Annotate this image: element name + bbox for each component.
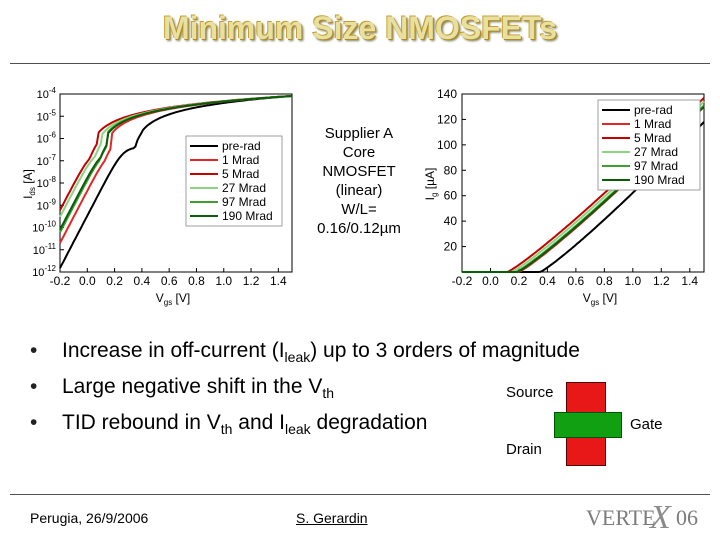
bullet-list: • Increase in off-current (Ileak) up to 3… — [30, 336, 580, 445]
x-tick-label: 1.0 — [624, 274, 641, 288]
x-tick-label: 1.4 — [681, 274, 698, 288]
source-label: Source — [506, 384, 554, 401]
log-current-chart: -0.2 0.0 0.2 0.4 0.6 0.8 1.0 1.2 1.4 10-4 10-5 10-6… — [22, 86, 293, 307]
y-axis-label-text: Ids [A] — [22, 169, 37, 199]
y-tick-label: 100 — [437, 138, 457, 152]
x-tick-label: 0.8 — [596, 274, 613, 288]
bullet-text: th — [322, 385, 335, 402]
bullet-text: TID rebound in V — [62, 411, 221, 435]
y-tick-label: 10-11 — [33, 242, 57, 257]
y-tick-label: 10-4 — [37, 86, 57, 101]
y-axis-label: Ids [A] — [22, 169, 37, 199]
bullet-item: • Large negative shift in the Vth — [30, 372, 580, 408]
y-tick-label: 10-8 — [37, 175, 57, 190]
x-axis-label-text: Vgs [V] — [583, 291, 617, 307]
x-tick-label: 0.4 — [539, 274, 556, 288]
bullet-text: and I — [232, 411, 285, 435]
bullet-text: Increase in off-current (I — [62, 339, 285, 362]
bullet-text: degradation — [310, 411, 428, 435]
device-description: Supplier A Core NMOSFET (linear) W/L= 0.… — [300, 124, 418, 238]
legend-label: 27 Mrad — [222, 181, 266, 195]
x-tick-label: -0.2 — [452, 274, 473, 288]
legend-label: pre-rad — [634, 103, 673, 117]
y-tick-label: 80 — [444, 163, 458, 177]
note-line: NMOSFET — [322, 163, 396, 180]
bullet-text: leak — [284, 349, 311, 366]
footer-divider — [10, 494, 710, 495]
y-tick-label: 10-5 — [37, 108, 57, 123]
bullet-marker: • — [30, 339, 38, 362]
x-tick-label: 0.8 — [188, 274, 205, 288]
note-line: (linear) — [335, 182, 383, 199]
x-tick-label: -0.2 — [50, 274, 71, 288]
footer-author: S. Gerardin — [296, 510, 368, 526]
legend-label: 27 Mrad — [634, 145, 678, 159]
bullet-text: ) up to 3 orders of magnitude — [310, 339, 580, 362]
x-tick-label: 1.2 — [653, 274, 670, 288]
y-tick-label: 10-12 — [32, 264, 56, 279]
y-tick-label: 10-9 — [37, 197, 57, 212]
bullet-marker: • — [30, 375, 38, 399]
logo-text: VERTE — [586, 505, 656, 530]
legend-label: 97 Mrad — [222, 195, 266, 209]
note-line: Supplier A — [324, 125, 394, 142]
bullet-marker: • — [30, 411, 38, 435]
x-tick-label: 0.0 — [79, 274, 96, 288]
y-tick-label: 20 — [444, 240, 458, 254]
legend-label: 1 Mrad — [222, 153, 259, 167]
x-tick-label: 0.4 — [134, 274, 151, 288]
note-line: 0.16/0.12µm — [317, 220, 401, 237]
y-tick-label: 10-10 — [32, 220, 56, 235]
footer-location-date: Perugia, 26/9/2006 — [30, 510, 149, 526]
drain-label: Drain — [506, 441, 542, 458]
x-tick-label: 1.0 — [215, 274, 232, 288]
logo-x: X — [648, 499, 672, 534]
x-tick-label: 1.4 — [270, 274, 287, 288]
x-axis-label-text: Vgs [V] — [156, 291, 190, 307]
bullet-text: th — [220, 421, 233, 438]
x-tick-label: 0.6 — [161, 274, 178, 288]
bullet-text: leak — [285, 421, 311, 438]
transistor-gate — [554, 412, 622, 438]
y-tick-label: 10-6 — [37, 131, 57, 146]
legend-box — [185, 135, 283, 227]
logo-number: 06 — [676, 505, 698, 530]
legend-label: 1 Mrad — [634, 117, 671, 131]
y-tick-label: 60 — [444, 189, 458, 203]
y-axis-label-text: Ig [µA] — [423, 168, 439, 201]
x-tick-label: 0.2 — [106, 274, 123, 288]
x-axis-label: Vgs [V] — [583, 291, 617, 307]
legend-label: 190 Mrad — [222, 209, 273, 223]
linear-current-chart: -0.2 0.0 0.2 0.4 0.6 0.8 1.0 1.2 1.4 140 120 100 80 6… — [423, 87, 705, 307]
x-tick-label: 0.6 — [568, 274, 585, 288]
legend-label: pre-rad — [222, 139, 261, 153]
gate-label: Gate — [630, 416, 663, 433]
legend-label: 97 Mrad — [634, 159, 678, 173]
bullet-item: • Increase in off-current (Ileak) up to 3… — [30, 336, 580, 372]
bullet-item: • TID rebound in Vth and Ileak degradatio… — [30, 408, 580, 444]
legend-box — [597, 99, 701, 191]
x-tick-label: 0.2 — [511, 274, 528, 288]
note-line: W/L= — [341, 201, 377, 218]
vertex-logo: VERTE X 06 — [586, 499, 698, 534]
legend-label: 190 Mrad — [634, 173, 685, 187]
x-tick-label: 0.0 — [482, 274, 499, 288]
slide-title: Minimum Size NMOSFETs — [162, 10, 558, 46]
y-axis-label: Ig [µA] — [423, 168, 439, 201]
series-line-190-Mrad — [59, 95, 293, 231]
y-tick-label: 10-7 — [37, 153, 57, 168]
y-tick-label: 140 — [437, 87, 457, 101]
y-tick-label: 40 — [444, 214, 458, 228]
y-tick-label: 120 — [437, 112, 457, 126]
x-axis-label: Vgs [V] — [156, 291, 190, 307]
title-divider — [10, 63, 710, 64]
bullet-text: Large negative shift in the V — [62, 375, 323, 399]
note-line: Core — [342, 144, 376, 161]
legend-label: 5 Mrad — [634, 131, 671, 145]
legend-label: 5 Mrad — [222, 167, 259, 181]
x-tick-label: 1.2 — [243, 274, 260, 288]
